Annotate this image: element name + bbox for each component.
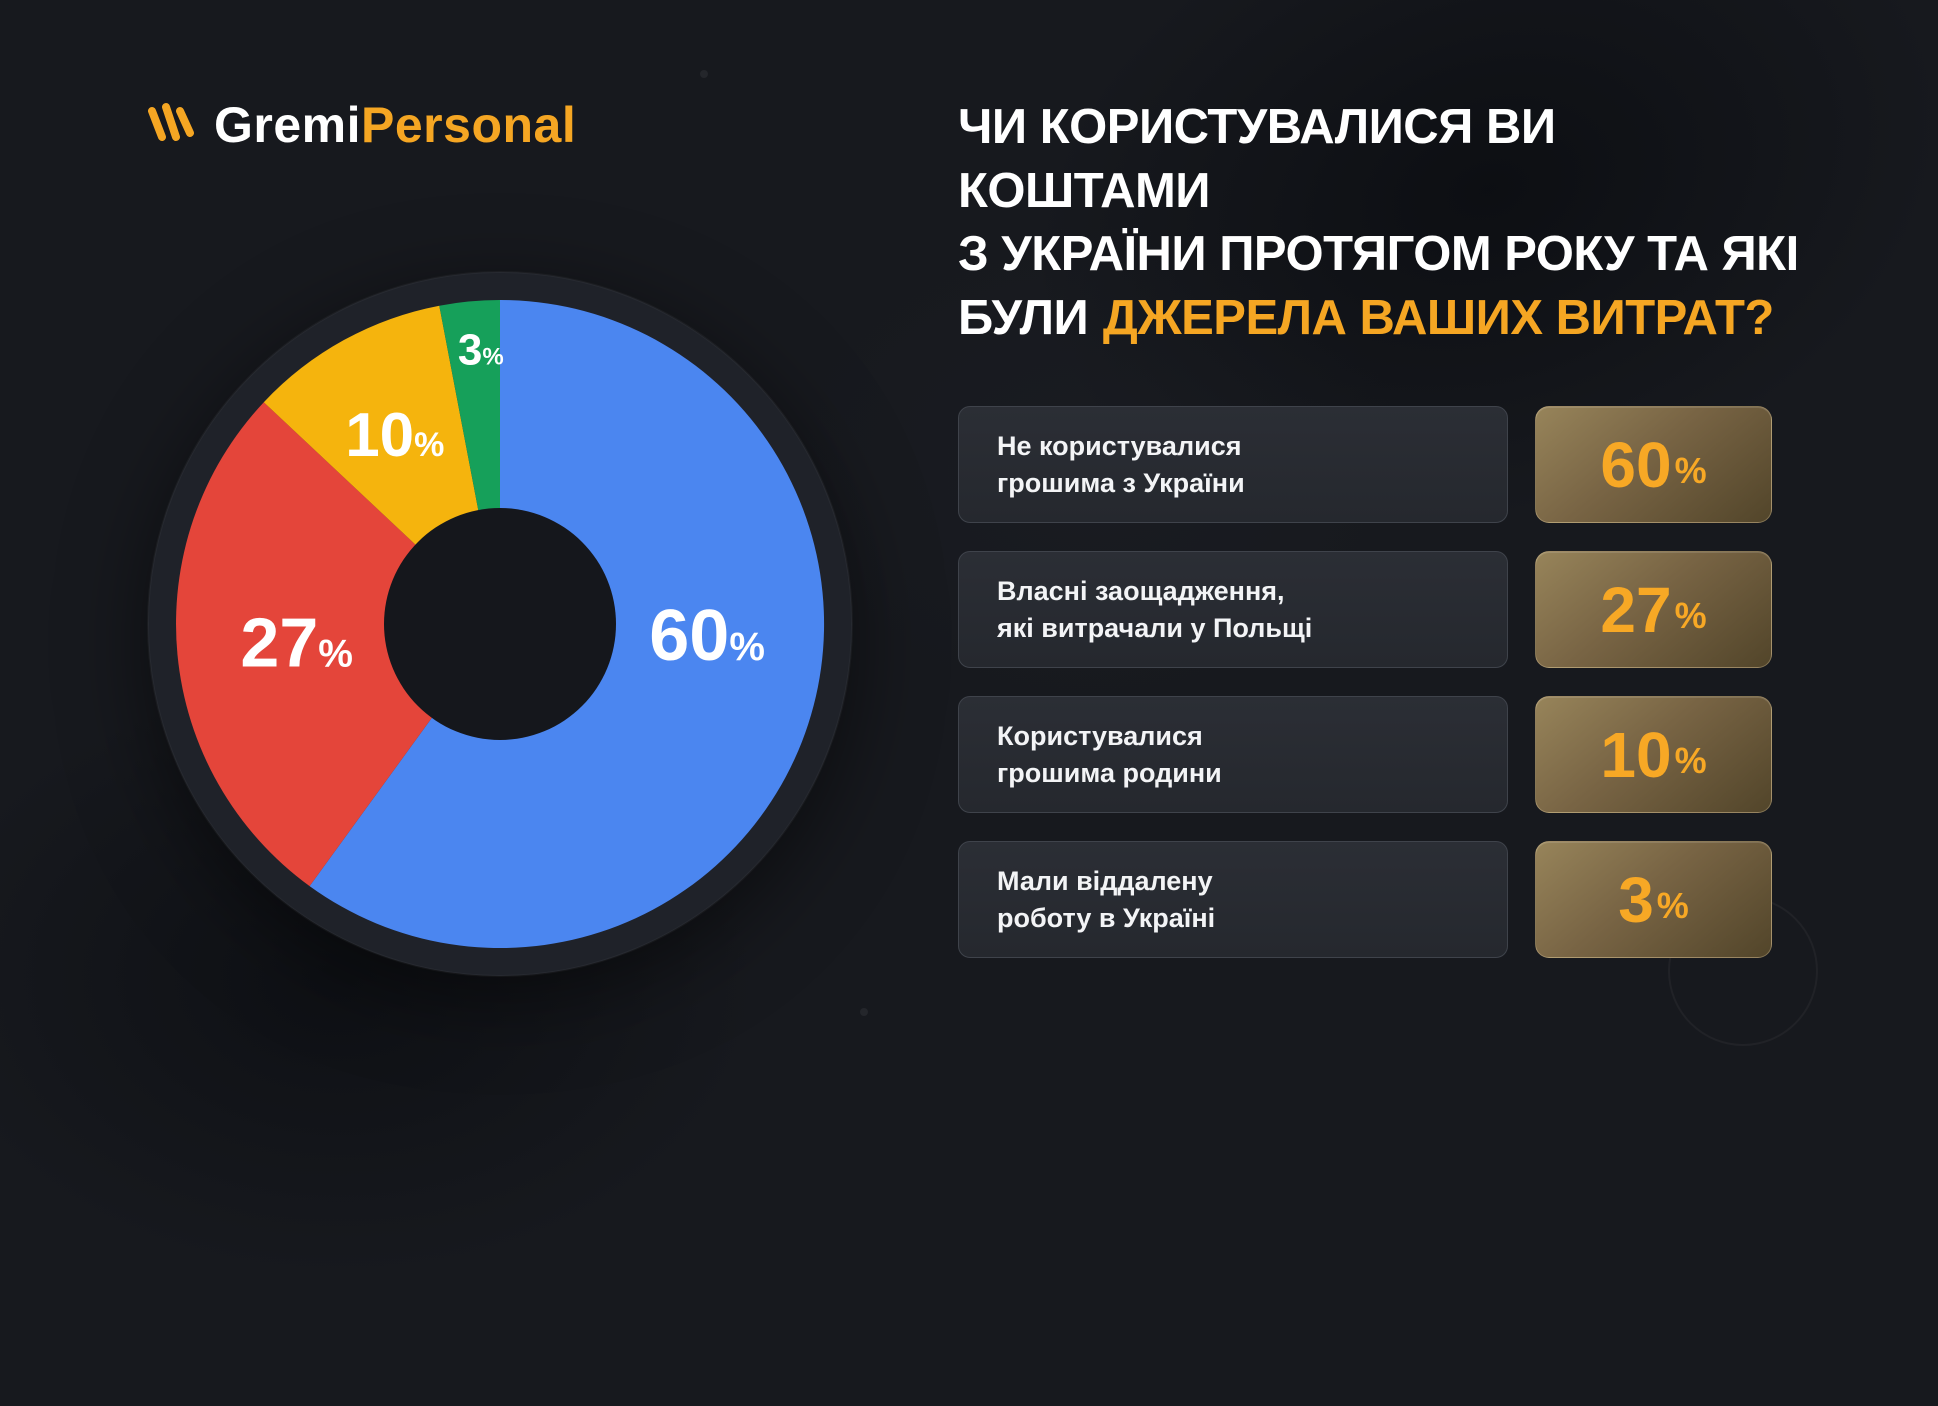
title-line-3-accent: ДЖЕРЕЛА ВАШИХ ВИТРАТ? (1102, 291, 1774, 346)
legend-row-unit: % (1674, 449, 1707, 491)
legend-row-value-badge: 10% (1535, 696, 1772, 813)
legend-row: Не користувалися грошима з України 60% (958, 406, 1772, 523)
brand-name-secondary: Personal (361, 97, 577, 153)
legend-row-value: 10 (1600, 718, 1672, 791)
page-title: ЧИ КОРИСТУВАЛИСЯ ВИ КОШТАМИ З УКРАЇНИ ПР… (958, 96, 1818, 351)
legend-row-unit: % (1656, 884, 1689, 926)
donut-hole (384, 508, 616, 740)
legend-row-label-line1: Користувалися (997, 721, 1203, 752)
legend-row-label-line2: роботу в Україні (997, 902, 1216, 933)
legend-row-value: 27 (1600, 573, 1672, 646)
legend-row: Користувалися грошима родини 10% (958, 696, 1772, 813)
gremi-mark-icon (142, 97, 200, 154)
title-line-1: ЧИ КОРИСТУВАЛИСЯ ВИ КОШТАМИ (958, 100, 1556, 218)
title-line-2: З УКРАЇНИ ПРОТЯГОМ РОКУ ТА ЯКІ (958, 227, 1799, 282)
legend-row-label: Власні заощадження, які витрачали у Поль… (958, 551, 1508, 668)
legend-row-label-line1: Власні заощадження, (997, 576, 1285, 607)
pie-slice-1 (176, 402, 500, 887)
legend-row-label-line1: Мали віддалену (997, 866, 1213, 897)
donut-chart: 60% 27% 10% 3% (140, 264, 860, 984)
donut-chart-svg: 60%27%10%3% (147, 271, 853, 977)
legend-row-label: Не користувалися грошима з України (958, 406, 1508, 523)
legend-row-value-badge: 27% (1535, 551, 1772, 668)
legend-row: Мали віддалену роботу в Україні 3% (958, 841, 1772, 958)
legend-row-label: Мали віддалену роботу в Україні (958, 841, 1508, 958)
legend-row-label: Користувалися грошима родини (958, 696, 1508, 813)
legend-row-unit: % (1674, 594, 1707, 636)
legend-row-value-badge: 3% (1535, 841, 1772, 958)
legend: Не користувалися грошима з України 60% В… (958, 406, 1772, 958)
legend-row-label-line2: грошима з України (997, 467, 1245, 498)
brand-logo: GremiPersonal (142, 96, 576, 154)
legend-row-label-line2: грошима родини (997, 757, 1222, 788)
brand-name: GremiPersonal (214, 96, 576, 154)
title-line-3-white: БУЛИ (958, 291, 1089, 346)
legend-row-label-line2: які витрачали у Польщі (997, 612, 1313, 643)
legend-row-label-line1: Не користувалися (997, 431, 1242, 462)
legend-row-value: 60 (1600, 428, 1672, 501)
title-line-3: БУЛИ ДЖЕРЕЛА ВАШИХ ВИТРАТ? (958, 287, 1818, 351)
legend-row-value-badge: 60% (1535, 406, 1772, 523)
legend-row-value: 3 (1618, 863, 1654, 936)
brand-name-primary: Gremi (214, 97, 362, 153)
legend-row-unit: % (1674, 739, 1707, 781)
background-dot-decoration (700, 70, 708, 78)
legend-row: Власні заощадження, які витрачали у Поль… (958, 551, 1772, 668)
background-dot-decoration (860, 1008, 868, 1016)
